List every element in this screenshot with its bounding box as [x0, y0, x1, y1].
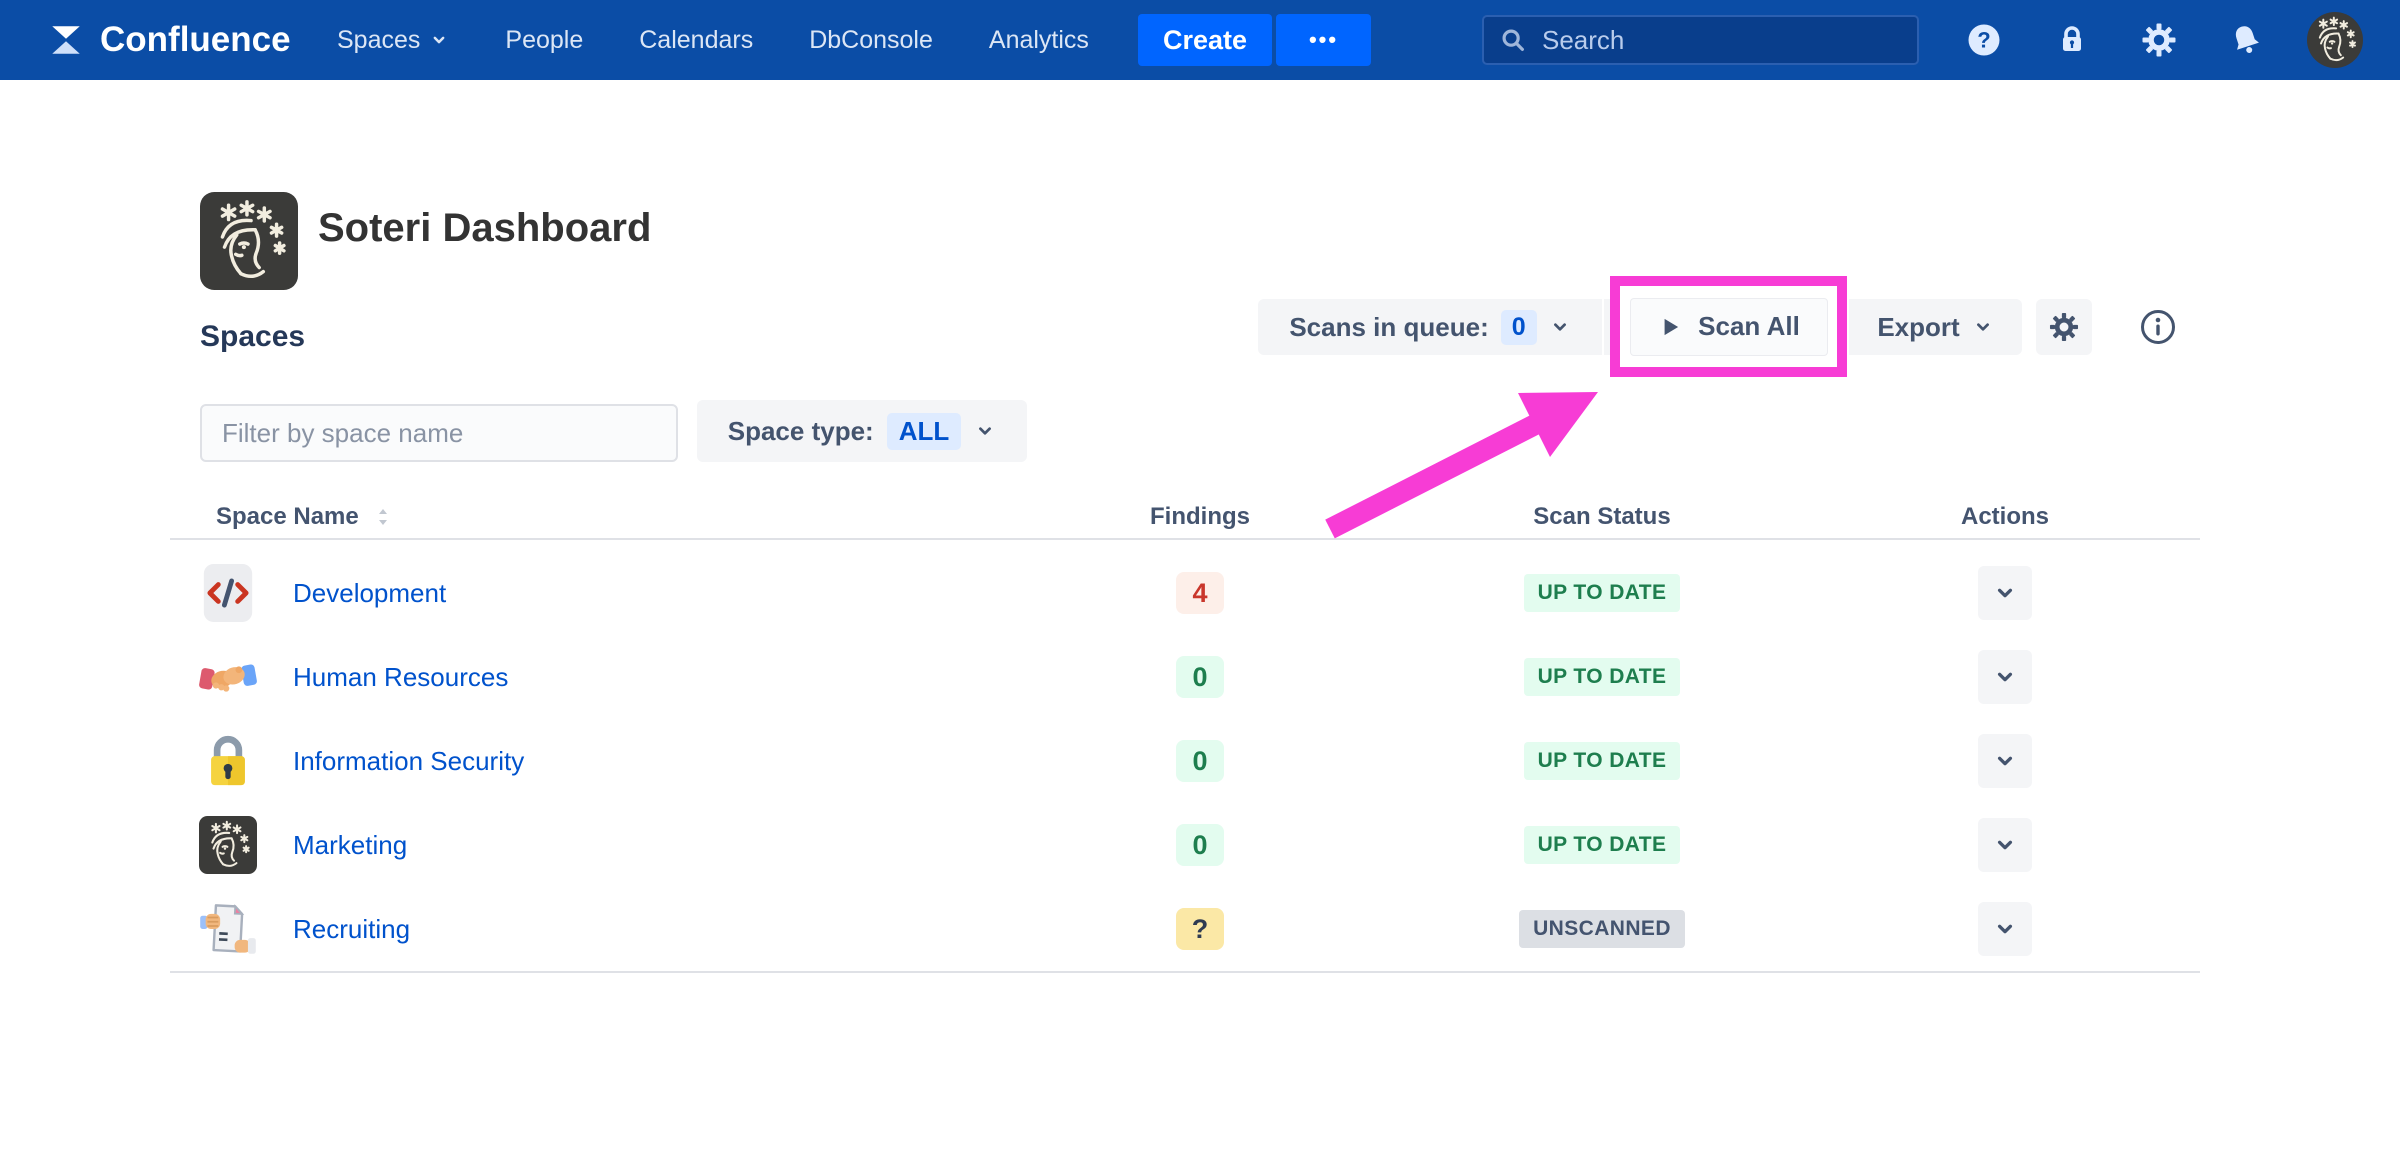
findings-badge: 4	[1176, 572, 1224, 614]
column-header-space-name: Space Name	[216, 503, 395, 531]
soteri-logo-icon	[199, 816, 257, 874]
chevron-down-icon	[1549, 316, 1571, 338]
chevron-down-icon	[1992, 580, 2018, 606]
nav-item-dbconsole[interactable]: DbConsole	[809, 25, 933, 54]
top-navigation-bar: Confluence Spaces People Calendars DbCon…	[0, 0, 2400, 80]
user-avatar[interactable]	[2307, 12, 2363, 68]
code-icon	[199, 564, 257, 622]
table-row: Human Resources 0 UP TO DATE	[0, 635, 2400, 719]
notification-bell-icon	[2226, 20, 2266, 60]
annotation-highlight-box: Scan All	[1610, 276, 1847, 377]
sort-icon[interactable]	[371, 505, 395, 529]
nav-item-spaces[interactable]: Spaces	[337, 26, 449, 55]
scan-status-badge: UNSCANNED	[1519, 910, 1685, 948]
chevron-down-icon	[1992, 832, 2018, 858]
chevron-down-icon	[1992, 916, 2018, 942]
space-type-value-badge: ALL	[886, 412, 962, 450]
create-button[interactable]: Create	[1138, 14, 1272, 66]
column-header-scan-status: Scan Status	[1533, 503, 1671, 530]
page-title: Soteri Dashboard	[318, 206, 652, 250]
search-icon	[1498, 25, 1528, 55]
table-header-divider	[170, 538, 2200, 540]
findings-badge: 0	[1176, 824, 1224, 866]
space-link-information-security[interactable]: Information Security	[293, 745, 525, 776]
findings-badge: 0	[1176, 740, 1224, 782]
more-menu-button[interactable]: •••	[1276, 14, 1371, 66]
scan-status-badge: UP TO DATE	[1523, 574, 1681, 612]
chevron-down-icon	[1972, 316, 1994, 338]
confluence-brand[interactable]: Confluence	[46, 0, 291, 80]
nav-menu: Spaces People Calendars DbConsole Analyt…	[337, 0, 1089, 80]
table-header-row: Space Name Findings Scan Status Actions	[0, 503, 2400, 533]
padlock-icon	[199, 732, 257, 790]
search-box	[1482, 15, 1919, 65]
help-button[interactable]	[1964, 20, 2004, 60]
chevron-down-icon	[1992, 748, 2018, 774]
table-row: Recruiting ? UNSCANNED	[0, 887, 2400, 971]
row-actions-dropdown-button[interactable]	[1978, 650, 2032, 704]
scans-in-queue-count-badge: 0	[1500, 309, 1537, 345]
document-hands-icon	[199, 900, 257, 958]
column-header-actions: Actions	[1960, 503, 2049, 530]
chevron-down-icon	[429, 30, 449, 50]
chevron-down-icon	[974, 420, 996, 442]
findings-badge: 0	[1176, 656, 1224, 698]
confluence-logo-icon	[46, 20, 86, 60]
info-button[interactable]	[2138, 307, 2178, 347]
scan-status-badge: UP TO DATE	[1523, 826, 1681, 864]
row-actions-dropdown-button[interactable]	[1978, 734, 2032, 788]
table-bottom-divider	[170, 971, 2200, 973]
space-link-human-resources[interactable]: Human Resources	[293, 661, 509, 692]
table-row: Information Security 0 UP TO DATE	[0, 719, 2400, 803]
gear-icon	[2047, 310, 2081, 344]
space-link-marketing[interactable]: Marketing	[293, 829, 408, 860]
notifications-button[interactable]	[2226, 20, 2266, 60]
scans-in-queue-label: Scans in queue:	[1289, 311, 1489, 342]
space-link-development[interactable]: Development	[293, 577, 447, 608]
dashboard-settings-button[interactable]	[2036, 299, 2092, 355]
nav-item-people[interactable]: People	[505, 25, 584, 54]
table-row: Development 4 UP TO DATE	[0, 551, 2400, 635]
settings-button[interactable]	[2139, 20, 2179, 60]
admin-lock-button[interactable]	[2052, 20, 2092, 60]
export-label: Export	[1877, 311, 1960, 342]
row-actions-dropdown-button[interactable]	[1978, 902, 2032, 956]
space-type-label: Space type:	[727, 415, 874, 446]
column-header-findings: Findings	[1150, 503, 1250, 530]
soteri-app-icon	[200, 192, 298, 290]
info-icon	[2138, 307, 2178, 347]
space-link-recruiting[interactable]: Recruiting	[293, 913, 411, 944]
play-icon	[1657, 314, 1683, 340]
scan-all-button[interactable]: Scan All	[1629, 297, 1828, 356]
row-actions-dropdown-button[interactable]	[1978, 818, 2032, 872]
spaces-section-title: Spaces	[200, 320, 306, 353]
lock-icon	[2052, 20, 2092, 60]
chevron-down-icon	[1992, 664, 2018, 690]
findings-badge: ?	[1176, 908, 1224, 950]
scan-status-badge: UP TO DATE	[1523, 658, 1681, 696]
search-input[interactable]	[1540, 23, 1903, 57]
row-actions-dropdown-button[interactable]	[1978, 566, 2032, 620]
table-row: Marketing 0 UP TO DATE	[0, 803, 2400, 887]
nav-item-calendars[interactable]: Calendars	[639, 25, 754, 54]
gear-icon	[2139, 20, 2179, 60]
avatar-face-icon	[2307, 12, 2363, 68]
export-dropdown[interactable]: Export	[1849, 299, 2022, 355]
space-type-dropdown[interactable]: Space type: ALL	[697, 400, 1027, 462]
nav-item-analytics[interactable]: Analytics	[988, 25, 1089, 54]
help-icon	[1964, 20, 2004, 60]
scans-in-queue-dropdown[interactable]: Scans in queue: 0	[1258, 299, 1602, 355]
handshake-icon	[199, 648, 257, 706]
spaces-table-body: Development 4 UP TO DATE Human Resources	[0, 551, 2400, 971]
scan-status-badge: UP TO DATE	[1523, 742, 1681, 780]
scan-all-label: Scan All	[1698, 311, 1800, 341]
brand-name: Confluence	[100, 20, 291, 59]
space-name-filter-input[interactable]	[200, 404, 678, 462]
